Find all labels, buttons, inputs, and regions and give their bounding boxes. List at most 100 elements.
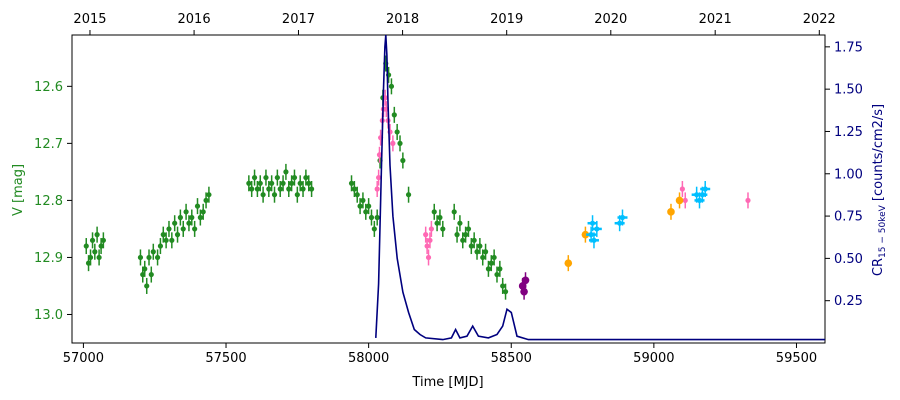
green-data-point <box>277 181 283 197</box>
marker <box>297 180 303 186</box>
green-data-point <box>166 220 172 237</box>
left-y-axis-title: V [mag] <box>11 164 26 216</box>
marker <box>100 237 106 243</box>
marker <box>591 237 597 243</box>
marker <box>249 186 255 192</box>
marker <box>437 214 443 221</box>
green-data-point <box>463 226 469 243</box>
marker <box>424 243 430 249</box>
marker <box>374 214 380 221</box>
marker <box>251 174 258 181</box>
orange-data-point <box>667 203 675 220</box>
green-data-point <box>502 283 509 300</box>
green-data-point <box>491 249 497 266</box>
green-data-point <box>96 249 102 266</box>
green-data-point <box>203 192 209 209</box>
green-data-point <box>174 226 181 243</box>
marker <box>148 271 154 278</box>
green-data-point <box>405 186 412 203</box>
green-data-point <box>92 243 98 260</box>
right-tick-label: 0.25 <box>834 294 863 309</box>
marker <box>497 266 503 272</box>
marker <box>696 197 703 204</box>
green-data-point <box>351 181 357 197</box>
marker <box>390 140 396 146</box>
right-tick-label: 0.75 <box>834 210 863 225</box>
green-data-point <box>480 249 486 266</box>
green-data-point <box>180 220 186 237</box>
marker <box>694 192 700 198</box>
pink-data-point <box>374 181 380 197</box>
marker <box>482 249 489 255</box>
marker <box>521 276 530 285</box>
pink-data-point <box>376 169 382 186</box>
x-axis-title: Time [MJD] <box>411 375 483 390</box>
green-data-point <box>186 215 192 232</box>
marker <box>271 192 278 198</box>
marker <box>699 192 705 198</box>
marker <box>197 214 203 221</box>
purple-data-point <box>520 283 528 300</box>
marker <box>144 283 150 289</box>
marker <box>150 249 156 255</box>
marker <box>174 232 181 238</box>
top-tick-label: 2022 <box>803 12 836 27</box>
pink-data-point <box>427 232 433 249</box>
left-tick-label: 13.0 <box>34 308 63 323</box>
marker <box>303 174 309 181</box>
green-data-point <box>249 181 255 197</box>
marker <box>348 180 355 186</box>
left-tick-label: 12.6 <box>34 80 63 95</box>
green-data-point <box>357 198 363 215</box>
marker <box>200 209 206 215</box>
green-data-point <box>497 260 503 277</box>
marker <box>371 226 377 232</box>
marker <box>581 230 590 239</box>
marker <box>363 209 369 215</box>
green-data-point <box>146 249 152 266</box>
marker <box>564 259 573 267</box>
green-data-point <box>460 232 466 249</box>
marker <box>485 266 492 272</box>
green-data-point <box>457 215 463 232</box>
green-data-point <box>260 186 266 203</box>
marker <box>428 226 434 232</box>
green-data-point <box>400 152 406 169</box>
marker <box>376 174 382 181</box>
pink-data-point <box>682 192 688 209</box>
marker <box>588 232 594 238</box>
top-tick-label: 2016 <box>178 12 211 27</box>
green-data-point <box>266 181 272 197</box>
top-tick-label: 2018 <box>386 12 419 27</box>
pink-data-point <box>745 192 751 209</box>
green-data-point <box>454 226 460 243</box>
green-data-point <box>154 249 161 266</box>
marker <box>682 197 688 204</box>
green-data-point <box>391 106 397 123</box>
marker <box>471 237 477 243</box>
right-tick-label: 1.50 <box>834 83 863 98</box>
top-axis: 2015 2016 2017 2018 2019 2020 2021 2022 <box>73 12 836 35</box>
green-data-point <box>83 238 89 255</box>
marker <box>425 254 432 261</box>
green-data-point <box>434 215 440 232</box>
marker <box>360 197 366 204</box>
marker <box>368 214 375 221</box>
left-tick-label: 12.9 <box>34 251 63 266</box>
green-data-point <box>100 232 106 249</box>
marker <box>137 254 144 261</box>
left-y-axis: 12.6 12.7 12.8 12.9 13.0 <box>34 80 72 323</box>
left-tick-label: 12.7 <box>34 137 63 152</box>
green-data-point <box>94 226 100 243</box>
marker <box>194 203 201 209</box>
green-data-point <box>294 186 300 203</box>
green-data-point <box>192 220 198 237</box>
orange-data-point <box>564 255 573 272</box>
marker <box>157 243 164 249</box>
green-data-point <box>500 277 506 294</box>
marker <box>206 192 212 198</box>
green-data-point <box>271 186 278 203</box>
marker <box>702 186 708 192</box>
marker <box>374 186 380 192</box>
marker <box>283 169 289 175</box>
